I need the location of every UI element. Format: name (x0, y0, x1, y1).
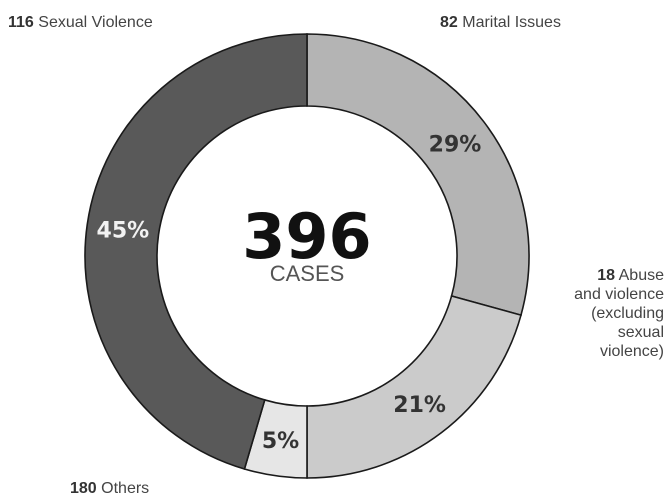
slice-marital-issues (306, 294, 522, 479)
percent-label-abuse-and-violence-excluding-sexual-violence: 5% (262, 429, 299, 454)
percent-labels: 29% 21% 5% 45% (97, 132, 482, 454)
legend-line-abuse-5: violence) (599, 343, 664, 360)
legend-count-others: 180 (70, 480, 97, 497)
legend-label-others: 180 Others (70, 479, 149, 498)
percent-label-sexual-violence: 29% (429, 132, 482, 157)
legend-line-abuse-2: and violence (574, 286, 664, 303)
legend-label-marital-issues: 82 Marital Issues (440, 13, 561, 32)
percent-label-others: 45% (97, 219, 150, 244)
donut-slices (84, 33, 530, 479)
slice-others (84, 33, 308, 471)
legend-line-abuse-3: (excluding (591, 305, 664, 322)
legend-text-marital-issues: Marital Issues (462, 14, 561, 31)
legend-label-abuse-violence: 18 Abuse and violence (excluding sexual … (520, 266, 664, 361)
legend-label-sexual-violence: 116 Sexual Violence (8, 13, 153, 32)
legend-line-abuse-1: 18 Abuse (520, 266, 664, 285)
total-cases-value: 396 (242, 200, 371, 273)
percent-label-marital-issues: 21% (393, 393, 446, 418)
legend-text-sexual-violence: Sexual Violence (38, 14, 153, 31)
legend-text-abuse-1: Abuse (618, 267, 664, 284)
legend-count-abuse-violence: 18 (597, 267, 616, 284)
legend-line-abuse-4: sexual (617, 324, 664, 341)
legend-count-marital-issues: 82 (440, 14, 458, 31)
slice-sexual-violence (306, 33, 530, 317)
legend-count-sexual-violence: 116 (8, 14, 34, 31)
legend-text-others: Others (101, 480, 150, 497)
total-cases-unit: CASES (270, 261, 345, 286)
